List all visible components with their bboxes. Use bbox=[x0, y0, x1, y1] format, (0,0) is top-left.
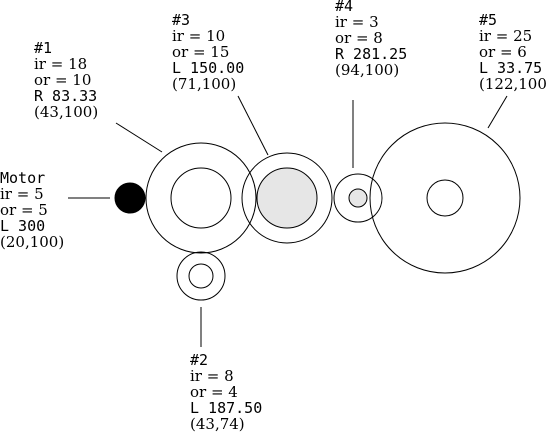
label-gear-1: #1 ir = 18 or = 10 R 83.33 (43,100) bbox=[34, 39, 98, 121]
label-gear-3-line-2: or = 15 bbox=[172, 43, 229, 61]
label-gear-2-line-3: L 187.50 bbox=[190, 399, 262, 417]
gear-1-outer-ring bbox=[145, 142, 257, 254]
label-gear-1-line-1: ir = 18 bbox=[34, 55, 87, 73]
gear-5-outer-ring bbox=[369, 122, 521, 274]
label-motor-line-2: or = 5 bbox=[0, 201, 48, 219]
gear-3-inner-ring bbox=[256, 167, 318, 229]
label-gear-5-line-2: or = 6 bbox=[479, 43, 527, 61]
label-gear-5-line-3: L 33.75 bbox=[479, 59, 542, 77]
gear-3-outer-ring bbox=[241, 152, 333, 244]
gear-1 bbox=[145, 142, 257, 254]
gear-4-outer-ring bbox=[333, 173, 383, 223]
label-motor-line-0: Motor bbox=[0, 169, 45, 187]
label-gear-1-line-0: #1 bbox=[34, 39, 52, 57]
label-gear-3-line-1: ir = 10 bbox=[172, 27, 225, 45]
leader-gear-5 bbox=[487, 95, 508, 129]
gear-1-inner-ring bbox=[170, 167, 232, 229]
label-gear-2-line-0: #2 bbox=[190, 351, 208, 369]
label-gear-5-line-1: ir = 25 bbox=[479, 27, 532, 45]
label-gear-3-line-0: #3 bbox=[172, 11, 190, 29]
label-gear-2: #2 ir = 8 or = 4 L 187.50 (43,74) bbox=[190, 351, 262, 433]
label-motor: Motor ir = 5 or = 5 L 300 (20,100) bbox=[0, 169, 64, 251]
label-gear-4-line-3: R 281.25 bbox=[335, 45, 407, 63]
label-motor-line-1: ir = 5 bbox=[0, 185, 44, 203]
label-gear-4-line-2: or = 8 bbox=[335, 29, 383, 47]
gear-2-outer-ring bbox=[176, 251, 226, 301]
label-gear-1-line-2: or = 10 bbox=[34, 71, 91, 89]
leader-gear-1 bbox=[115, 122, 163, 153]
gear-5 bbox=[369, 122, 521, 274]
label-gear-2-line-1: ir = 8 bbox=[190, 367, 234, 385]
label-gear-1-line-3: R 83.33 bbox=[34, 87, 97, 105]
gear-5-inner-ring bbox=[426, 179, 464, 217]
label-gear-5-line-4: (122,100) bbox=[479, 75, 547, 93]
label-motor-line-3: L 300 bbox=[0, 217, 45, 235]
label-gear-4-line-0: #4 bbox=[335, 0, 353, 15]
label-gear-4: #4 ir = 3 or = 8 R 281.25 (94,100) bbox=[335, 0, 407, 79]
gear-3 bbox=[241, 152, 333, 244]
label-gear-5: #5 ir = 25 or = 6 L 33.75 (122,100) bbox=[479, 11, 547, 93]
label-gear-3: #3 ir = 10 or = 15 L 150.00 (71,100) bbox=[172, 11, 244, 93]
label-gear-4-line-1: ir = 3 bbox=[335, 13, 379, 31]
label-gear-3-line-4: (71,100) bbox=[172, 75, 236, 93]
label-motor-line-4: (20,100) bbox=[0, 233, 64, 251]
label-gear-5-line-0: #5 bbox=[479, 11, 497, 29]
label-gear-4-line-4: (94,100) bbox=[335, 61, 399, 79]
label-gear-2-line-2: or = 4 bbox=[190, 383, 238, 401]
gear-motor-body bbox=[114, 182, 146, 214]
gear-2 bbox=[176, 251, 226, 301]
label-gear-2-line-4: (43,74) bbox=[190, 415, 245, 433]
gear-4 bbox=[333, 173, 383, 223]
label-gear-1-line-4: (43,100) bbox=[34, 103, 98, 121]
gear-4-inner-ring bbox=[348, 188, 368, 208]
gear-2-inner-ring bbox=[188, 263, 214, 289]
leader-gear-3 bbox=[237, 95, 269, 156]
gear-motor bbox=[114, 182, 146, 214]
label-gear-3-line-3: L 150.00 bbox=[172, 59, 244, 77]
